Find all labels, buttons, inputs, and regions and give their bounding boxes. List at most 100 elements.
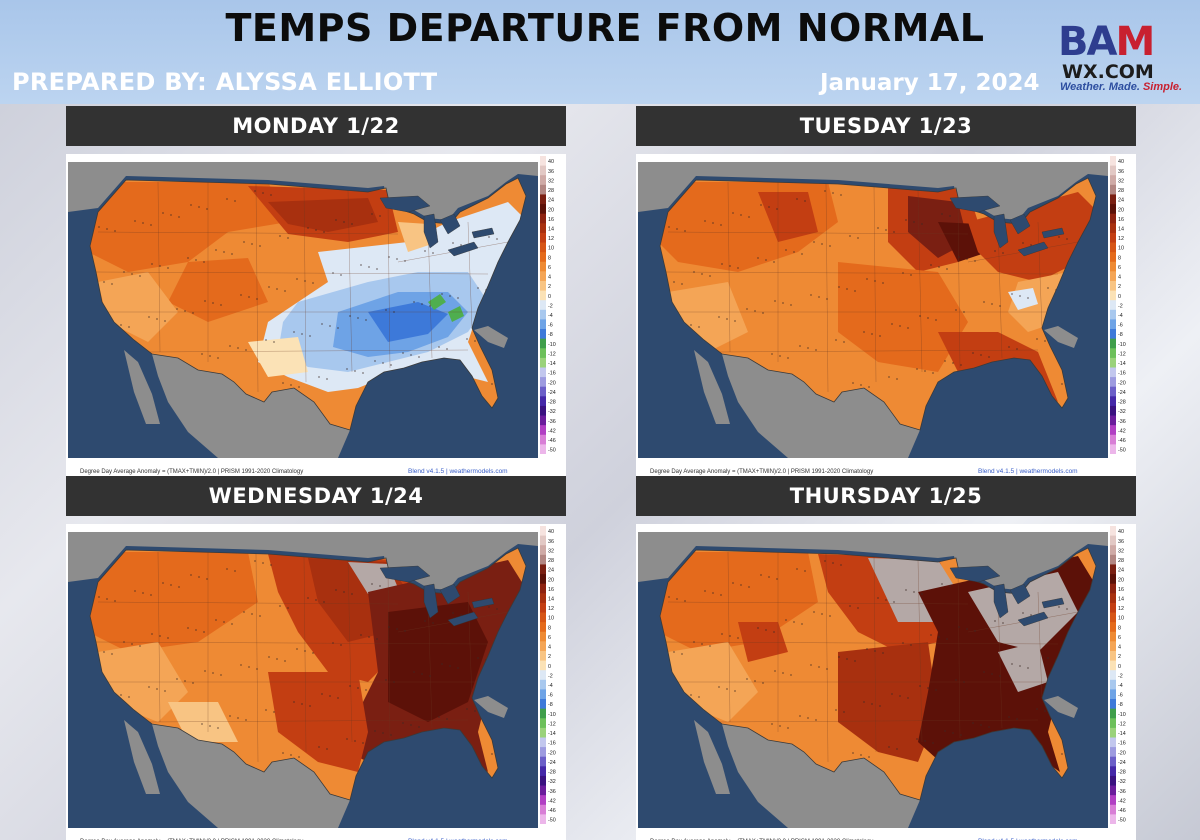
svg-text:8: 8 — [1118, 625, 1121, 631]
svg-text:24: 24 — [548, 568, 554, 574]
svg-text:36: 36 — [548, 169, 554, 175]
page-title: TEMPS DEPARTURE FROM NORMAL — [225, 6, 985, 50]
svg-text:14: 14 — [1118, 227, 1124, 233]
svg-text:4: 4 — [548, 275, 551, 281]
svg-text:8: 8 — [1118, 255, 1121, 261]
svg-text:14: 14 — [548, 597, 554, 603]
svg-text:32: 32 — [548, 178, 554, 184]
svg-text:-14: -14 — [1118, 361, 1126, 367]
svg-text:6: 6 — [548, 635, 551, 641]
svg-text:40: 40 — [1118, 159, 1124, 165]
svg-text:-6: -6 — [548, 323, 553, 329]
svg-text:2: 2 — [1118, 654, 1121, 660]
svg-text:-16: -16 — [1118, 371, 1126, 377]
anomaly-map — [638, 162, 1108, 458]
svg-text:12: 12 — [1118, 606, 1124, 612]
svg-text:4: 4 — [1118, 645, 1121, 651]
svg-text:12: 12 — [548, 236, 554, 242]
bamwx-logo: BAM WX.COM Weather. Made. Simple. — [1058, 22, 1196, 98]
svg-text:-42: -42 — [548, 798, 556, 804]
svg-text:-12: -12 — [548, 351, 556, 357]
svg-text:-42: -42 — [1118, 798, 1126, 804]
svg-text:-36: -36 — [1118, 789, 1126, 795]
svg-text:36: 36 — [1118, 169, 1124, 175]
svg-text:-8: -8 — [1118, 702, 1123, 708]
map-footer-method: Degree Day Average Anomaly = (TMAX+TMIN)… — [650, 469, 874, 475]
svg-text:-50: -50 — [1118, 818, 1126, 824]
svg-text:4: 4 — [1118, 275, 1121, 281]
svg-text:-50: -50 — [548, 448, 556, 454]
svg-text:-6: -6 — [1118, 323, 1123, 329]
svg-text:0: 0 — [1118, 294, 1121, 300]
anomaly-map — [68, 532, 538, 828]
svg-text:0: 0 — [548, 664, 551, 670]
anomaly-map — [68, 162, 538, 458]
map-frame: 40 36 32 28 24 20 16 14 12 10 8 6 4 2 0 -2 -4 -6 -8 -10 -12-… — [636, 154, 1136, 478]
svg-text:2: 2 — [548, 284, 551, 290]
svg-text:-4: -4 — [548, 683, 553, 689]
map-panel-monday: MONDAY 1/22 40 36 32 28 24 20 16 14 12 10 8 6 4 2 0 -2-… — [66, 106, 566, 478]
header-banner: TEMPS DEPARTURE FROM NORMAL PREPARED BY:… — [0, 0, 1200, 104]
svg-text:-32: -32 — [548, 409, 556, 415]
svg-text:-16: -16 — [1118, 741, 1126, 747]
map-frame: 40 36 32 28 24 20 16 14 12 10 8 6 4 2 0 -2 -4 -6 -8 -10 -12-… — [66, 524, 566, 840]
svg-text:-28: -28 — [548, 400, 556, 406]
svg-text:-24: -24 — [548, 760, 556, 766]
svg-text:-32: -32 — [1118, 779, 1126, 785]
svg-text:32: 32 — [548, 548, 554, 554]
svg-text:-20: -20 — [548, 750, 556, 756]
svg-text:10: 10 — [1118, 246, 1124, 252]
svg-text:-14: -14 — [1118, 731, 1126, 737]
svg-text:-50: -50 — [548, 818, 556, 824]
forecast-date: January 17, 2024 — [820, 70, 1040, 96]
svg-text:24: 24 — [1118, 568, 1124, 574]
map-panel-thursday: THURSDAY 1/25 40 36 32 28 24 20 16 14 12 10 8 6 4 2 0-… — [636, 476, 1136, 840]
svg-text:-8: -8 — [548, 702, 553, 708]
map-footer-source: Blend v4.1.5 | weathermodels.com — [978, 838, 1078, 840]
svg-text:-14: -14 — [548, 361, 556, 367]
svg-text:-12: -12 — [548, 721, 556, 727]
svg-text:16: 16 — [548, 217, 554, 223]
map-footer-source: Blend v4.1.5 | weathermodels.com — [978, 468, 1078, 475]
svg-text:-6: -6 — [548, 693, 553, 699]
svg-text:2: 2 — [548, 654, 551, 660]
svg-text:12: 12 — [1118, 236, 1124, 242]
anomaly-map — [638, 532, 1108, 828]
svg-text:28: 28 — [548, 188, 554, 194]
color-legend: 4036322824201614121086420-2-4-6-8-10-12-… — [1110, 526, 1126, 824]
svg-text:-42: -42 — [1118, 428, 1126, 434]
svg-text:-46: -46 — [548, 438, 556, 444]
svg-text:-28: -28 — [1118, 770, 1126, 776]
svg-text:-12: -12 — [1118, 351, 1126, 357]
svg-text:-46: -46 — [548, 808, 556, 814]
panel-title: TUESDAY 1/23 — [636, 106, 1136, 146]
svg-text:-4: -4 — [548, 313, 553, 319]
svg-text:40: 40 — [548, 529, 554, 535]
map-panel-wednesday: WEDNESDAY 1/24 40 36 32 28 24 20 16 14 12 10 8 6 4 2 0… — [66, 476, 566, 840]
svg-text:20: 20 — [1118, 207, 1124, 213]
svg-text:28: 28 — [1118, 188, 1124, 194]
map-footer-method: Degree Day Average Anomaly = (TMAX+TMIN)… — [80, 469, 304, 475]
map-footer-source: Blend v4.1.5 | weathermodels.com — [408, 838, 508, 840]
svg-text:10: 10 — [548, 616, 554, 622]
logo-bam-text: BAM — [1058, 19, 1155, 65]
svg-text:-46: -46 — [1118, 438, 1126, 444]
svg-text:-50: -50 — [1118, 448, 1126, 454]
svg-text:32: 32 — [1118, 178, 1124, 184]
svg-text:24: 24 — [1118, 198, 1124, 204]
svg-text:6: 6 — [1118, 635, 1121, 641]
svg-text:28: 28 — [548, 558, 554, 564]
svg-text:-8: -8 — [548, 332, 553, 338]
svg-text:-10: -10 — [1118, 712, 1126, 718]
svg-text:-2: -2 — [548, 673, 553, 679]
map-panel-tuesday: TUESDAY 1/23 40 36 32 28 24 20 16 14 12 10 8 6 4 2 0 -2… — [636, 106, 1136, 478]
svg-text:28: 28 — [1118, 558, 1124, 564]
svg-text:-20: -20 — [1118, 750, 1126, 756]
svg-text:-4: -4 — [1118, 313, 1123, 319]
svg-text:-32: -32 — [1118, 409, 1126, 415]
svg-text:-10: -10 — [548, 342, 556, 348]
svg-text:-46: -46 — [1118, 808, 1126, 814]
svg-text:0: 0 — [1118, 664, 1121, 670]
map-frame: 40 36 32 28 24 20 16 14 12 10 8 6 4 2 0 -2 -4 -6 -8 -10 -12-… — [66, 154, 566, 478]
svg-text:2: 2 — [1118, 284, 1121, 290]
